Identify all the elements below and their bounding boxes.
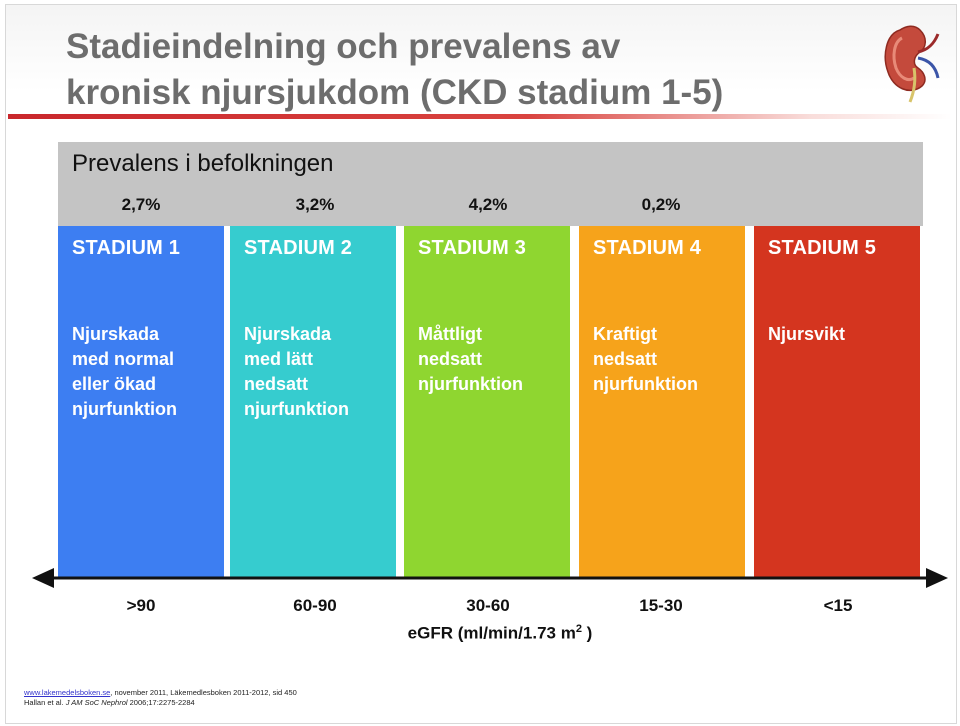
prevalence-stage-4: 0,2% (641, 195, 681, 214)
references: www.lakemedelsboken.se, november 2011, L… (24, 688, 297, 708)
stage-2-name: STADIUM 2 (244, 237, 353, 259)
double-arrow-icon (32, 568, 948, 588)
stage-3-card: STADIUM 3 Måttligt nedsatt njurfunktion (404, 226, 570, 578)
reference-2-text: 2006;17:2275-2284 (127, 698, 195, 707)
egfr-label-text: eGFR (ml/min/1.73 m (407, 623, 576, 643)
egfr-range-stage-3: 30-60 (466, 596, 510, 615)
reference-2: Hallan et al. J AM SoC Nephrol 2006;17:2… (24, 698, 297, 708)
stage-2-description: Njurskada med lätt nedsatt njurfunktion (244, 324, 349, 419)
stage-5-description: Njursvikt (768, 324, 846, 344)
stage-1-description: Njurskada med normal eller ökad njurfunk… (72, 324, 177, 419)
prevalence-stage-1: 2,7% (121, 195, 161, 214)
prevalence-band (58, 142, 923, 226)
egfr-range-stage-5: <15 (823, 596, 853, 615)
stage-2-card: STADIUM 2 Njurskada med lätt nedsatt nju… (230, 226, 396, 578)
kidney-icon (884, 25, 940, 103)
egfr-range-stage-1: >90 (126, 596, 156, 615)
reference-1-text: , november 2011, Läkemedlesboken 2011-20… (110, 688, 297, 697)
title-divider (8, 114, 952, 119)
stage-5-name: STADIUM 5 (768, 237, 877, 259)
egfr-range-stage-4: 15-30 (639, 596, 683, 615)
egfr-label-end: ) (581, 623, 593, 643)
egfr-label-superscript: 2 (575, 623, 582, 635)
stage-5-card: STADIUM 5 Njursvikt (754, 226, 920, 578)
reference-link[interactable]: www.lakemedelsboken.se (24, 688, 111, 697)
stage-1-card: STADIUM 1 Njurskada med normal eller öka… (58, 226, 224, 578)
stage-1-name: STADIUM 1 (72, 237, 181, 259)
prevalence-label: Prevalens i befolkningen (72, 150, 334, 177)
stage-3-description: Måttligt nedsatt njurfunktion (418, 324, 523, 394)
title-line-1: Stadieindelning och prevalens av (66, 27, 621, 66)
slide-title: Stadieindelning och prevalens av kronisk… (66, 24, 826, 116)
reference-1: www.lakemedelsboken.se, november 2011, L… (24, 688, 297, 698)
title-line-2: kronisk njursjukdom (CKD stadium 1-5) (66, 73, 724, 112)
egfr-axis-label: eGFR (ml/min/1.73 m2 ) (350, 623, 650, 644)
prevalence-stage-3: 4,2% (468, 195, 508, 214)
reference-2-journal: J AM SoC Nephrol (65, 698, 128, 707)
stage-4-name: STADIUM 4 (593, 237, 702, 259)
stage-4-card: STADIUM 4 Kraftigt nedsatt njurfunktion (579, 226, 745, 578)
reference-2-prefix: Hallan et al. (24, 698, 66, 707)
stage-4-description: Kraftigt nedsatt njurfunktion (593, 324, 698, 394)
stage-3-name: STADIUM 3 (418, 237, 527, 259)
egfr-range-stage-2: 60-90 (293, 596, 337, 615)
prevalence-stage-2: 3,2% (295, 195, 335, 214)
